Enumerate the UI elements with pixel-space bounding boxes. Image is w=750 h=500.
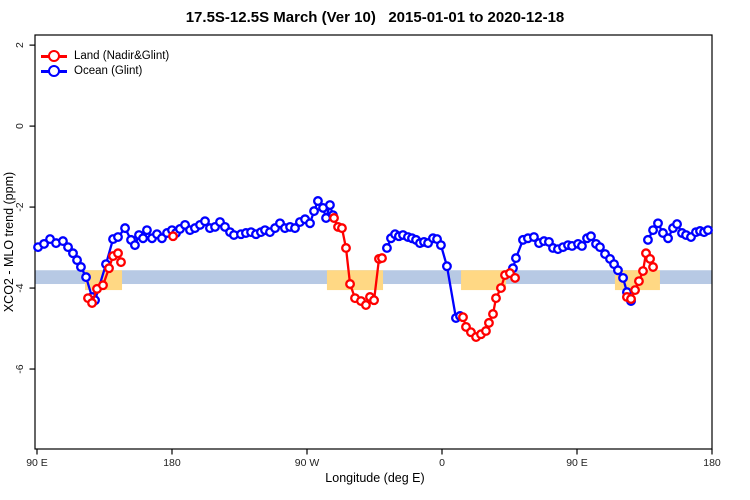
data-point-marker bbox=[483, 317, 494, 328]
data-point-marker bbox=[120, 223, 130, 234]
x-tick-label: 90 W bbox=[295, 457, 320, 469]
data-point-marker bbox=[510, 253, 521, 264]
data-point-marker bbox=[495, 283, 506, 294]
data-point-marker bbox=[309, 206, 319, 217]
data-point-marker bbox=[648, 225, 658, 236]
data-point-marker bbox=[305, 218, 315, 229]
data-point-marker bbox=[329, 213, 339, 223]
data-point-marker bbox=[458, 312, 468, 323]
legend-label: Land (Nadir&Glint) bbox=[74, 50, 170, 62]
y-tick-label: 2 bbox=[14, 42, 26, 48]
data-point-marker bbox=[200, 216, 210, 227]
y-tick-label: 0 bbox=[14, 123, 26, 129]
data-point-marker bbox=[341, 243, 351, 253]
data-point-marker bbox=[576, 240, 587, 251]
data-point-marker bbox=[369, 295, 379, 306]
data-point-marker bbox=[381, 243, 392, 253]
data-point-marker bbox=[290, 223, 300, 234]
x-tick-label: 90 E bbox=[26, 457, 48, 469]
data-point-marker bbox=[39, 238, 49, 249]
x-tick-label: 0 bbox=[439, 457, 445, 469]
data-point-marker bbox=[441, 261, 452, 272]
data-point-marker bbox=[141, 225, 152, 236]
data-point-marker bbox=[113, 232, 123, 242]
data-point-marker bbox=[75, 262, 86, 272]
land-highlight-band bbox=[326, 270, 384, 291]
y-axis-ticks: 2 0 -2 -4 -6 bbox=[14, 42, 35, 374]
data-point-marker bbox=[633, 276, 644, 287]
data-point-marker bbox=[377, 253, 387, 264]
data-point-marker bbox=[702, 225, 713, 236]
data-point-marker bbox=[528, 232, 539, 242]
data-point-marker bbox=[116, 257, 126, 268]
legend-circle-icon bbox=[48, 65, 60, 77]
series-line bbox=[36, 199, 335, 302]
data-point-marker bbox=[138, 233, 148, 244]
data-point-marker bbox=[324, 200, 335, 211]
plot-border bbox=[34, 34, 713, 450]
y-tick-label: -6 bbox=[14, 364, 26, 373]
data-point-marker bbox=[81, 272, 91, 283]
data-point-marker bbox=[104, 263, 114, 274]
data-point-marker bbox=[612, 265, 623, 276]
data-point-marker bbox=[336, 223, 347, 234]
x-tick-label: 180 bbox=[163, 457, 181, 469]
data-point-marker bbox=[653, 218, 663, 229]
data-point-marker bbox=[345, 279, 355, 289]
legend-line-marker-icon bbox=[41, 65, 67, 77]
y-tick-label: -4 bbox=[14, 283, 26, 292]
legend-label: Ocean (Glint) bbox=[74, 65, 143, 77]
data-point-marker bbox=[645, 253, 655, 264]
data-point-marker bbox=[594, 242, 605, 253]
data-point-marker bbox=[663, 233, 673, 244]
data-point-marker bbox=[638, 266, 648, 277]
data-point-marker bbox=[72, 255, 82, 266]
data-point-marker bbox=[648, 262, 658, 272]
data-point-marker bbox=[672, 219, 682, 230]
data-point-marker bbox=[510, 272, 520, 283]
data-point-marker bbox=[435, 240, 446, 251]
data-point-marker bbox=[585, 231, 596, 242]
data-point-marker bbox=[63, 242, 73, 253]
data-point-marker bbox=[642, 234, 653, 245]
data-point-marker bbox=[491, 293, 501, 304]
x-axis-title: Longitude (deg E) bbox=[325, 471, 425, 485]
x-tick-label: 180 bbox=[703, 457, 721, 469]
x-axis-ticks: 90 E 180 90 W 0 90 E 180 bbox=[26, 449, 721, 469]
data-point-marker bbox=[312, 196, 323, 206]
data-point-marker bbox=[626, 294, 636, 304]
data-point-marker bbox=[98, 280, 108, 291]
legend-item: Land (Nadir&Glint) bbox=[41, 49, 169, 63]
data-point-marker bbox=[68, 248, 78, 259]
legend-item: Ocean (Glint) bbox=[41, 64, 169, 78]
data-point-marker bbox=[488, 309, 498, 319]
land-highlight-band bbox=[461, 270, 507, 291]
data-point-marker bbox=[480, 326, 491, 336]
legend-circle-icon bbox=[48, 50, 60, 62]
legend: Land (Nadir&Glint) Ocean (Glint) bbox=[41, 49, 169, 78]
data-point-marker bbox=[87, 298, 97, 308]
legend-line-marker-icon bbox=[41, 50, 67, 62]
data-point-marker bbox=[57, 236, 68, 247]
data-point-marker bbox=[630, 285, 640, 296]
data-point-marker bbox=[168, 231, 178, 242]
data-point-marker bbox=[113, 248, 123, 259]
x-tick-label: 90 E bbox=[566, 457, 588, 469]
y-tick-label: -2 bbox=[14, 202, 26, 211]
series-land-nadir-glint- bbox=[83, 213, 658, 342]
data-point-marker bbox=[360, 300, 371, 311]
data-point-marker bbox=[618, 272, 628, 283]
chart-title: 17.5S-12.5S March (Ver 10) 2015-01-01 to… bbox=[185, 9, 565, 26]
data-point-marker bbox=[129, 240, 140, 251]
